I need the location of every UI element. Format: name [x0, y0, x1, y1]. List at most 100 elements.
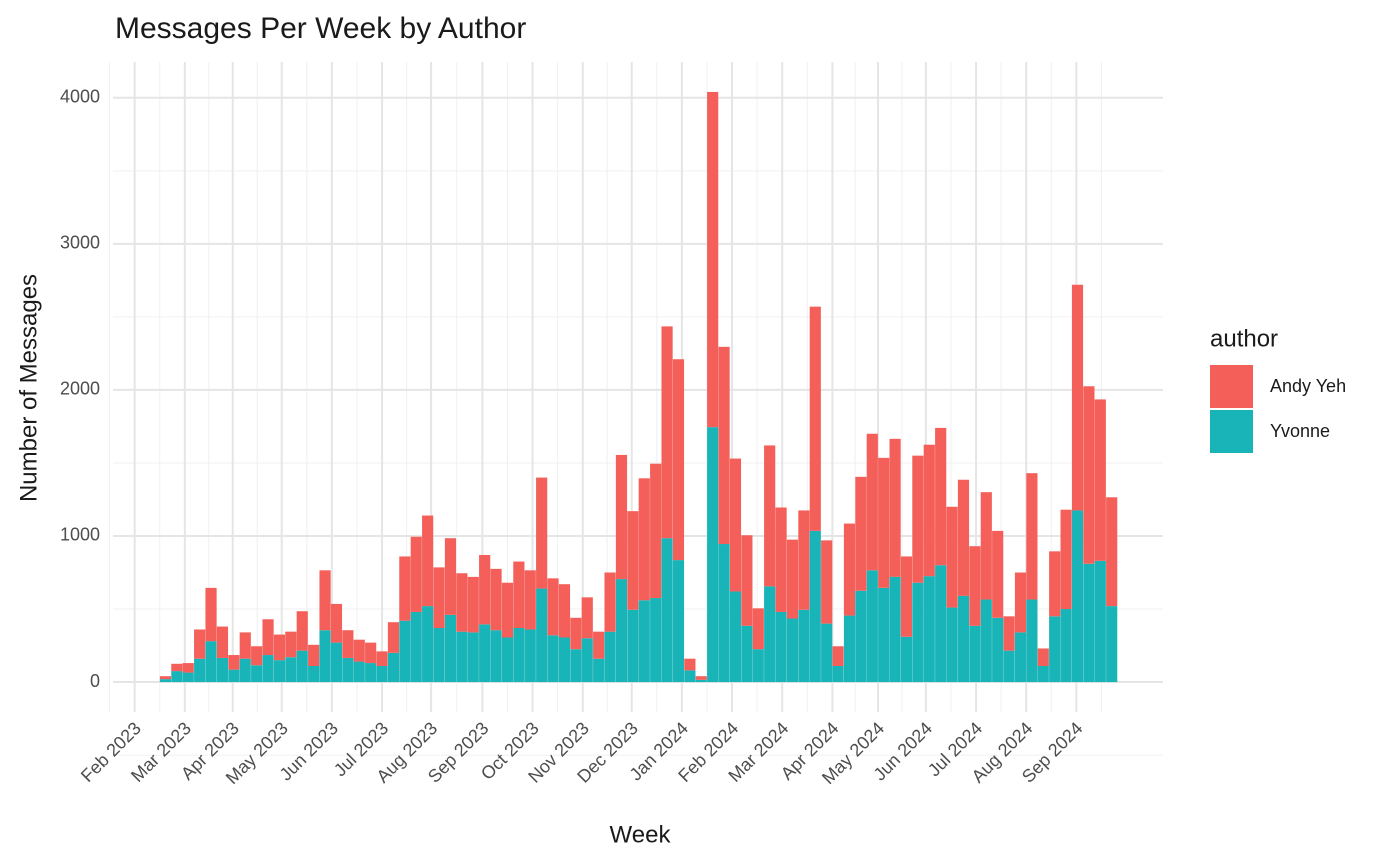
bar — [923, 576, 935, 683]
bar — [900, 636, 913, 683]
bar — [456, 631, 468, 683]
bar — [444, 614, 457, 683]
bar — [501, 637, 514, 683]
bar — [615, 579, 628, 683]
bar — [558, 637, 571, 683]
bar — [889, 438, 901, 577]
bar — [878, 587, 890, 683]
bar — [627, 511, 639, 610]
bar — [1026, 473, 1038, 600]
bar — [330, 603, 343, 643]
bar — [1060, 609, 1072, 683]
bar — [752, 649, 764, 683]
bar — [866, 433, 878, 571]
bar — [376, 651, 388, 666]
bar — [707, 427, 719, 683]
bar — [969, 546, 981, 626]
plot-area — [109, 62, 1163, 756]
bar — [228, 655, 240, 670]
legend-label: Yvonne — [1270, 421, 1330, 441]
bar — [1014, 572, 1027, 633]
bar — [490, 630, 502, 683]
bar — [262, 619, 274, 656]
bar — [593, 658, 605, 683]
bar — [1071, 284, 1084, 511]
bar — [342, 657, 354, 683]
bar — [490, 568, 502, 631]
bar — [889, 576, 901, 683]
bar — [365, 663, 377, 683]
bar — [319, 630, 331, 683]
bar — [684, 658, 696, 671]
bar — [912, 455, 924, 583]
bar — [433, 628, 445, 683]
bar — [547, 635, 559, 683]
bar — [798, 609, 810, 683]
legend-title: author — [1210, 325, 1278, 352]
bar — [262, 655, 274, 683]
bar — [1037, 648, 1049, 666]
bar — [935, 427, 947, 566]
bar — [194, 658, 206, 683]
bar — [251, 665, 263, 683]
bar — [912, 582, 924, 683]
bar — [775, 611, 787, 683]
bar — [752, 608, 764, 650]
bar — [467, 632, 479, 683]
bar — [593, 631, 605, 659]
bar — [650, 598, 662, 683]
bar — [604, 631, 616, 683]
bar — [661, 326, 673, 539]
bar — [171, 671, 183, 683]
bar — [410, 611, 422, 683]
legend-swatch — [1210, 410, 1253, 453]
bar — [273, 660, 286, 683]
bar — [422, 606, 434, 683]
bar — [741, 535, 753, 626]
bar — [809, 530, 821, 683]
bar — [205, 587, 217, 642]
bar — [513, 561, 525, 629]
bar — [387, 622, 400, 653]
bar — [1083, 563, 1095, 683]
y-tick-label: 2000 — [60, 379, 100, 399]
bar — [353, 639, 365, 662]
bar — [194, 629, 206, 659]
bar — [376, 665, 388, 683]
bar — [536, 588, 548, 683]
bar — [764, 586, 776, 683]
bar — [923, 444, 935, 577]
bar — [524, 629, 536, 683]
bar — [296, 611, 308, 651]
bar — [239, 658, 251, 683]
bar — [786, 539, 799, 619]
bar — [285, 631, 297, 658]
bar — [273, 634, 286, 661]
bar — [342, 630, 354, 658]
legend-swatch — [1210, 365, 1253, 408]
y-tick-label: 0 — [90, 671, 100, 691]
bar — [764, 445, 776, 587]
bar — [479, 554, 491, 625]
bar — [524, 570, 536, 630]
bar — [570, 617, 582, 650]
bar — [1106, 497, 1118, 607]
x-axis-title: Week — [610, 821, 672, 848]
bar — [843, 523, 856, 616]
bar — [832, 665, 844, 683]
bar — [581, 638, 593, 683]
bar — [843, 615, 856, 683]
bar — [798, 510, 810, 610]
bar — [285, 657, 297, 683]
bar — [296, 650, 308, 683]
bar — [672, 359, 685, 561]
bar — [558, 584, 571, 638]
bar — [695, 676, 707, 680]
bar — [1003, 650, 1015, 683]
legend-label: Andy Yeh — [1270, 376, 1346, 396]
bar — [570, 649, 582, 683]
bar — [946, 607, 958, 683]
bar — [821, 540, 833, 624]
bar — [513, 628, 525, 683]
bar — [650, 463, 662, 599]
